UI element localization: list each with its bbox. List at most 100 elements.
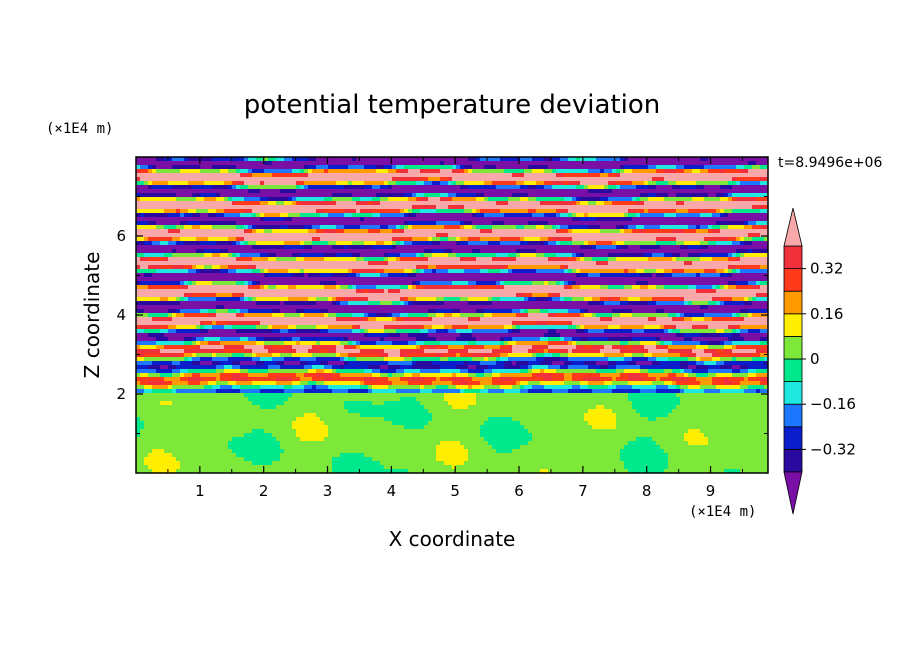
field-cell [520, 273, 525, 278]
field-cell [520, 245, 525, 250]
field-cell [712, 249, 717, 254]
field-cell [756, 221, 761, 226]
field-cell [260, 189, 265, 194]
field-cell [508, 221, 513, 226]
field-cell [712, 217, 717, 222]
field-cell [404, 273, 409, 278]
field-cell [552, 237, 557, 242]
field-cell [412, 229, 417, 234]
field-cell [668, 169, 673, 174]
field-cell [568, 209, 573, 214]
field-cell [648, 177, 653, 182]
field-cell [640, 173, 645, 178]
field-cell [384, 241, 389, 246]
field-cell [444, 161, 449, 166]
field-cell [692, 253, 697, 258]
field-cell [428, 189, 433, 194]
field-cell [224, 189, 229, 194]
field-cell [348, 205, 353, 210]
field-cell [268, 217, 273, 222]
field-cell [516, 237, 521, 242]
field-cell [476, 169, 481, 174]
field-cell [628, 205, 633, 210]
field-cell [612, 213, 617, 218]
field-cell [672, 277, 677, 282]
field-cell [208, 245, 213, 250]
field-cell [676, 257, 681, 262]
field-cell [532, 229, 537, 234]
field-cell [760, 277, 765, 282]
field-cell [684, 177, 689, 182]
field-cell [304, 281, 309, 286]
field-cell [244, 245, 249, 250]
field-cell [492, 217, 497, 222]
field-cell [304, 225, 309, 230]
field-cell [432, 225, 437, 230]
field-cell [208, 229, 213, 234]
field-cell [340, 257, 345, 262]
field-cell [580, 237, 585, 242]
field-cell [324, 221, 329, 226]
field-cell [428, 229, 433, 234]
field-cell [320, 157, 325, 162]
field-cell [340, 265, 345, 270]
field-cell [480, 209, 485, 214]
field-cell [144, 189, 149, 194]
field-cell [360, 169, 365, 174]
field-cell [332, 237, 337, 242]
field-cell [748, 277, 753, 282]
field-cell [288, 229, 293, 234]
field-cell [232, 233, 237, 238]
field-cell [220, 189, 225, 194]
field-cell [692, 241, 697, 246]
field-cell [140, 237, 145, 242]
field-cell [188, 181, 193, 186]
field-cell [764, 185, 768, 190]
field-cell [208, 269, 213, 274]
field-cell [588, 165, 593, 170]
field-cell [732, 157, 737, 162]
field-cell [340, 233, 345, 238]
field-cell [492, 261, 497, 266]
field-cell [460, 225, 465, 230]
field-cell [444, 193, 449, 198]
field-cell [376, 249, 381, 254]
field-cell [144, 193, 149, 198]
field-cell [532, 249, 537, 254]
field-cell [232, 245, 237, 250]
field-cell [632, 181, 637, 186]
field-cell [164, 201, 169, 206]
field-cell [640, 165, 645, 170]
field-cell [708, 165, 713, 170]
field-cell [192, 221, 197, 226]
field-cell [560, 213, 565, 218]
field-cell [728, 193, 733, 198]
field-cell [324, 173, 329, 178]
field-cell [572, 157, 577, 162]
field-cell [684, 277, 689, 282]
field-cell [284, 157, 289, 162]
field-cell [732, 173, 737, 178]
field-cell [452, 197, 457, 202]
field-cell [164, 221, 169, 226]
field-cell [720, 265, 725, 270]
field-cell [468, 209, 473, 214]
field-cell [592, 225, 597, 230]
field-cell [440, 161, 445, 166]
field-cell [652, 197, 657, 202]
field-cell [176, 257, 181, 262]
field-cell [176, 265, 181, 270]
field-cell [608, 261, 613, 266]
field-cell [360, 253, 365, 258]
field-cell [160, 257, 165, 262]
field-cell [468, 257, 473, 262]
field-cell [556, 209, 561, 214]
field-cell [744, 201, 749, 206]
field-cell [492, 229, 497, 234]
field-cell [464, 257, 469, 262]
field-cell [272, 161, 277, 166]
field-cell [152, 257, 157, 262]
field-cell [408, 205, 413, 210]
field-cell [736, 237, 741, 242]
field-cell [200, 233, 205, 238]
